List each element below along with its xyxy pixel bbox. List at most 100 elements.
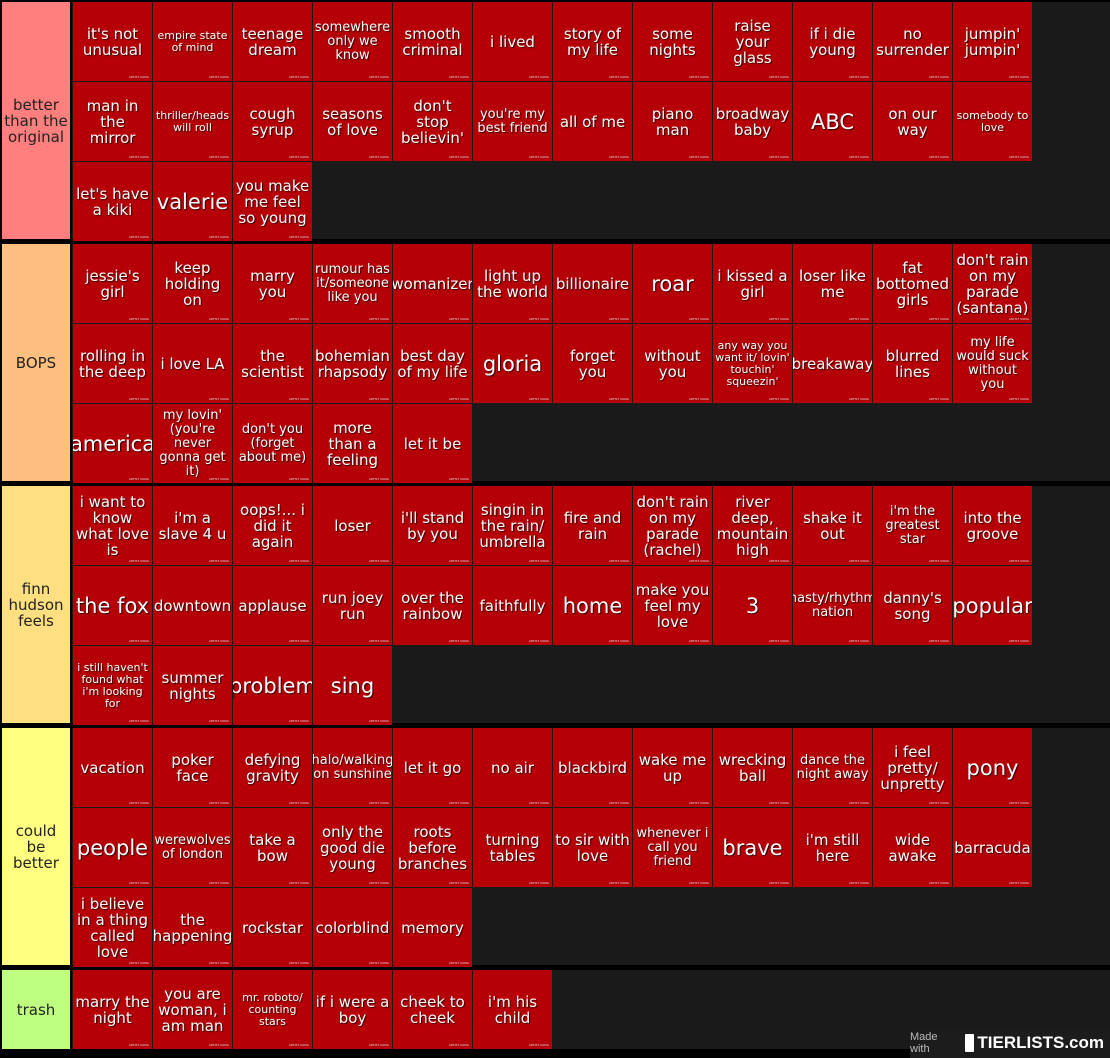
song-tile[interactable]: take a bow ARTIST SONG (233, 808, 312, 887)
song-tile[interactable]: billionaire ARTIST SONG (553, 244, 632, 323)
song-tile[interactable]: you make me feel so young ARTIST SONG (233, 162, 312, 241)
song-tile[interactable]: 3 ARTIST SONG (713, 566, 792, 645)
song-tile[interactable]: ABC ARTIST SONG (793, 82, 872, 161)
song-tile[interactable]: i want to know what love is ARTIST SONG (73, 486, 152, 565)
tier-label[interactable]: could be better (2, 728, 70, 965)
song-tile[interactable]: jessie's girl ARTIST SONG (73, 244, 152, 323)
song-tile[interactable]: let's have a kiki ARTIST SONG (73, 162, 152, 241)
song-tile[interactable]: shake it out ARTIST SONG (793, 486, 872, 565)
song-tile[interactable]: danny's song ARTIST SONG (873, 566, 952, 645)
song-tile[interactable]: defying gravity ARTIST SONG (233, 728, 312, 807)
song-tile[interactable]: don't you (forget about me) ARTIST SONG (233, 404, 312, 483)
song-tile[interactable]: to sir with love ARTIST SONG (553, 808, 632, 887)
song-tile[interactable]: roar ARTIST SONG (633, 244, 712, 323)
song-tile[interactable]: broadway baby ARTIST SONG (713, 82, 792, 161)
song-tile[interactable]: breakaway ARTIST SONG (793, 324, 872, 403)
song-tile[interactable]: make you feel my love ARTIST SONG (633, 566, 712, 645)
song-tile[interactable]: keep holding on ARTIST SONG (153, 244, 232, 323)
song-tile[interactable]: light up the world ARTIST SONG (473, 244, 552, 323)
song-tile[interactable]: thriller/heads will roll ARTIST SONG (153, 82, 232, 161)
song-tile[interactable]: it's not unusual ARTIST SONG (73, 2, 152, 81)
song-tile[interactable]: my life would suck without you ARTIST SON… (953, 324, 1032, 403)
song-tile[interactable]: gloria ARTIST SONG (473, 324, 552, 403)
song-tile[interactable]: summer nights ARTIST SONG (153, 646, 232, 725)
song-tile[interactable]: memory ARTIST SONG (393, 888, 472, 967)
song-tile[interactable]: brave ARTIST SONG (713, 808, 792, 887)
song-tile[interactable]: fat bottomed girls ARTIST SONG (873, 244, 952, 323)
song-tile[interactable]: raise your glass ARTIST SONG (713, 2, 792, 81)
song-tile[interactable]: poker face ARTIST SONG (153, 728, 232, 807)
song-tile[interactable]: don't stop believin' ARTIST SONG (393, 82, 472, 161)
song-tile[interactable]: i'm a slave 4 u ARTIST SONG (153, 486, 232, 565)
song-tile[interactable]: womanizer ARTIST SONG (393, 244, 472, 323)
song-tile[interactable]: you're my best friend ARTIST SONG (473, 82, 552, 161)
song-tile[interactable]: wide awake ARTIST SONG (873, 808, 952, 887)
song-tile[interactable]: i feel pretty/ unpretty ARTIST SONG (873, 728, 952, 807)
song-tile[interactable]: river deep, mountain high ARTIST SONG (713, 486, 792, 565)
song-tile[interactable]: valerie ARTIST SONG (153, 162, 232, 241)
song-tile[interactable]: empire state of mind ARTIST SONG (153, 2, 232, 81)
song-tile[interactable]: sing ARTIST SONG (313, 646, 392, 725)
song-tile[interactable]: i kissed a girl ARTIST SONG (713, 244, 792, 323)
song-tile[interactable]: let it go ARTIST SONG (393, 728, 472, 807)
song-tile[interactable]: fire and rain ARTIST SONG (553, 486, 632, 565)
song-tile[interactable]: story of my life ARTIST SONG (553, 2, 632, 81)
song-tile[interactable]: seasons of love ARTIST SONG (313, 82, 392, 161)
song-tile[interactable]: barracuda ARTIST SONG (953, 808, 1032, 887)
song-tile[interactable]: best day of my life ARTIST SONG (393, 324, 472, 403)
song-tile[interactable]: i'll stand by you ARTIST SONG (393, 486, 472, 565)
song-tile[interactable]: faithfully ARTIST SONG (473, 566, 552, 645)
song-tile[interactable]: teenage dream ARTIST SONG (233, 2, 312, 81)
song-tile[interactable]: turning tables ARTIST SONG (473, 808, 552, 887)
song-tile[interactable]: roots before branches ARTIST SONG (393, 808, 472, 887)
song-tile[interactable]: i believe in a thing called love ARTIST S… (73, 888, 152, 967)
song-tile[interactable]: i love LA ARTIST SONG (153, 324, 232, 403)
song-tile[interactable]: werewolves of london ARTIST SONG (153, 808, 232, 887)
song-tile[interactable]: somewhere only we know ARTIST SONG (313, 2, 392, 81)
song-tile[interactable]: marry you ARTIST SONG (233, 244, 312, 323)
song-tile[interactable]: cheek to cheek ARTIST SONG (393, 970, 472, 1049)
song-tile[interactable]: you are woman, i am man ARTIST SONG (153, 970, 232, 1049)
song-tile[interactable]: i lived ARTIST SONG (473, 2, 552, 81)
song-tile[interactable]: the fox ARTIST SONG (73, 566, 152, 645)
song-tile[interactable]: blackbird ARTIST SONG (553, 728, 632, 807)
song-tile[interactable]: halo/walking on sunshine ARTIST SONG (313, 728, 392, 807)
song-tile[interactable]: any way you want it/ lovin' touchin' squ… (713, 324, 792, 403)
song-tile[interactable]: only the good die young ARTIST SONG (313, 808, 392, 887)
song-tile[interactable]: smooth criminal ARTIST SONG (393, 2, 472, 81)
tier-label[interactable]: finn hudson feels (2, 486, 70, 723)
song-tile[interactable]: over the rainbow ARTIST SONG (393, 566, 472, 645)
song-tile[interactable]: if i die young ARTIST SONG (793, 2, 872, 81)
song-tile[interactable]: into the groove ARTIST SONG (953, 486, 1032, 565)
song-tile[interactable]: mr. roboto/ counting stars ARTIST SONG (233, 970, 312, 1049)
song-tile[interactable]: i'm his child ARTIST SONG (473, 970, 552, 1049)
song-tile[interactable]: dance the night away ARTIST SONG (793, 728, 872, 807)
song-tile[interactable]: blurred lines ARTIST SONG (873, 324, 952, 403)
song-tile[interactable]: if i were a boy ARTIST SONG (313, 970, 392, 1049)
tier-label[interactable]: trash (2, 970, 70, 1049)
song-tile[interactable]: let it be ARTIST SONG (393, 404, 472, 483)
song-tile[interactable]: people ARTIST SONG (73, 808, 152, 887)
song-tile[interactable]: marry the night ARTIST SONG (73, 970, 152, 1049)
song-tile[interactable]: rolling in the deep ARTIST SONG (73, 324, 152, 403)
song-tile[interactable]: run joey run ARTIST SONG (313, 566, 392, 645)
song-tile[interactable]: my lovin' (you're never gonna get it) ART… (153, 404, 232, 483)
song-tile[interactable]: no surrender ARTIST SONG (873, 2, 952, 81)
song-tile[interactable]: cough syrup ARTIST SONG (233, 82, 312, 161)
song-tile[interactable]: man in the mirror ARTIST SONG (73, 82, 152, 161)
tier-label[interactable]: better than the original (2, 2, 70, 239)
song-tile[interactable]: home ARTIST SONG (553, 566, 632, 645)
song-tile[interactable]: no air ARTIST SONG (473, 728, 552, 807)
song-tile[interactable]: forget you ARTIST SONG (553, 324, 632, 403)
song-tile[interactable]: i still haven't found what i'm looking f… (73, 646, 152, 725)
song-tile[interactable]: the happening ARTIST SONG (153, 888, 232, 967)
song-tile[interactable]: more than a feeling ARTIST SONG (313, 404, 392, 483)
song-tile[interactable]: i'm still here ARTIST SONG (793, 808, 872, 887)
song-tile[interactable]: applause ARTIST SONG (233, 566, 312, 645)
song-tile[interactable]: bohemian rhapsody ARTIST SONG (313, 324, 392, 403)
song-tile[interactable]: somebody to love ARTIST SONG (953, 82, 1032, 161)
song-tile[interactable]: whenever i call you friend ARTIST SONG (633, 808, 712, 887)
song-tile[interactable]: loser ARTIST SONG (313, 486, 392, 565)
song-tile[interactable]: without you ARTIST SONG (633, 324, 712, 403)
song-tile[interactable]: oops!... i did it again ARTIST SONG (233, 486, 312, 565)
